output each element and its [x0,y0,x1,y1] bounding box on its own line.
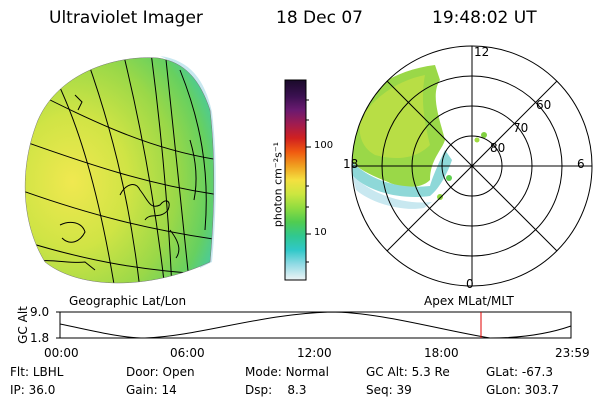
dsp-label: Dsp: [245,383,273,397]
polar-mlt-0: 0 [466,277,474,291]
colorbar-tick-10: 10 [314,227,327,238]
glat-label: GLat: [486,365,519,379]
geographic-image [24,56,216,284]
ip-label: IP: [10,383,25,397]
mode-info: Mode: Normal [245,365,329,379]
timeline-plot [56,311,572,339]
timeline-ytick-bottom: 1.8 [30,331,50,345]
gcalt-value: 5.3 Re [411,365,450,379]
polar-mlat-70: 70 [513,121,529,135]
door-label: Door: [126,365,159,379]
colorbar-unit-label: photon cm⁻²s⁻¹ [271,141,285,228]
gcalt-info: GC Alt: 5.3 Re [366,365,450,379]
timeline-xtick-3: 18:00 [424,346,459,360]
filter-value: LBHL [32,365,64,379]
colorbar [284,79,311,281]
filter-label: Flt: [10,365,29,379]
polar-plot [351,45,593,287]
gain-value: 14 [161,383,177,397]
glon-info: GLon: 303.7 [486,383,559,397]
glon-label: GLon: [486,383,521,397]
date-label: 18 Dec 07 [276,8,363,28]
seq-label: Seq: [366,383,393,397]
timeline-xtick-4: 23:59 [555,346,590,360]
timeline-xtick-0: 00:00 [44,346,79,360]
polar-mlt-6: 6 [577,157,585,171]
polar-mlat-80: 80 [490,141,506,155]
dsp-value: 8.3 [287,383,307,397]
door-info: Door: Open [126,365,195,379]
glat-value: -67.3 [521,365,553,379]
gain-info: Gain: 14 [126,383,177,397]
polar-mlt-12: 12 [474,45,490,59]
door-value: Open [162,365,195,379]
seq-info: Seq: 39 [366,383,412,397]
polar-mlat-60: 60 [536,98,552,112]
ip-value: 36.0 [28,383,56,397]
seq-value: 39 [396,383,412,397]
time-label: 19:48:02 UT [432,8,537,28]
polar-mlt-18: 18 [343,157,359,171]
instrument-title: Ultraviolet Imager [49,8,203,28]
mode-label: Mode: [245,365,282,379]
timeline-xtick-2: 12:00 [297,346,332,360]
filter-info: Flt: LBHL [10,365,63,379]
timeline-ylabel: GC Alt [16,306,30,344]
geographic-label: Geographic Lat/Lon [69,294,187,308]
timeline-ytick-top: 9.0 [30,305,50,319]
glon-value: 303.7 [524,383,559,397]
gain-label: Gain: [126,383,158,397]
gcalt-label: GC Alt: [366,365,408,379]
mode-value: Normal [285,365,329,379]
glat-info: GLat: -67.3 [486,365,553,379]
dsp-info: Dsp: 8.3 [245,383,307,397]
apex-label: Apex MLat/MLT [424,294,514,308]
ip-info: IP: 36.0 [10,383,55,397]
timeline-xtick-1: 06:00 [170,346,205,360]
colorbar-tick-100: 100 [314,140,334,151]
